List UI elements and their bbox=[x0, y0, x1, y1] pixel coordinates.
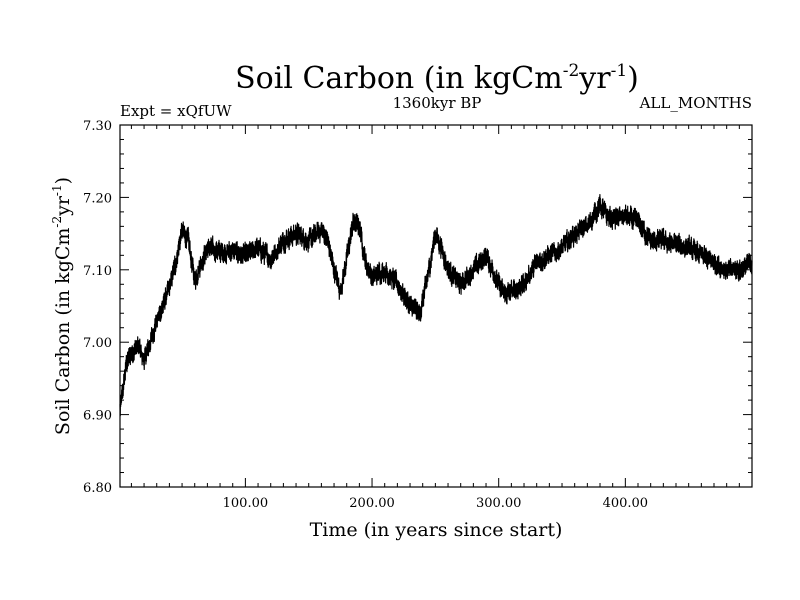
x-tick-label: 200.00 bbox=[349, 496, 395, 511]
y-tick-label: 7.20 bbox=[83, 191, 112, 206]
y-axis-label: Soil Carbon (in kgCm-2yr-1) bbox=[50, 177, 74, 435]
y-tick-label: 6.90 bbox=[83, 409, 112, 424]
series-line-soil-carbon bbox=[119, 193, 753, 417]
y-axis-label-sup2: -1 bbox=[50, 184, 64, 196]
y-axis-label-sup1: -2 bbox=[50, 216, 64, 228]
y-tick-label: 7.30 bbox=[83, 119, 112, 134]
series-layer bbox=[119, 193, 753, 417]
y-axis-label-mid: yr bbox=[52, 195, 74, 217]
y-tick-label: 7.10 bbox=[83, 264, 112, 279]
y-axis-label-end: ) bbox=[52, 177, 74, 184]
experiment-label: Expt = xQfUW bbox=[120, 102, 232, 120]
y-tick-label: 6.80 bbox=[83, 481, 112, 496]
plot-frame bbox=[119, 124, 753, 488]
chart-title-main: Soil Carbon (in kgCm bbox=[235, 61, 563, 96]
y-axis-ticks: 6.80 6.90 7.00 7.10 7.20 7.30 bbox=[83, 119, 752, 496]
y-axis-label-main: Soil Carbon (in kgCm bbox=[52, 228, 74, 435]
chart-title-sup1: -2 bbox=[563, 61, 580, 81]
x-tick-label: 300.00 bbox=[476, 496, 522, 511]
y-tick-label: 7.00 bbox=[83, 336, 112, 351]
chart-title: Soil Carbon (in kgCm-2yr-1) bbox=[235, 61, 639, 96]
x-axis-ticks: 100.00 200.00 300.00 400.00 bbox=[130, 125, 753, 511]
x-tick-label: 400.00 bbox=[603, 496, 649, 511]
chart-title-sup2: -1 bbox=[611, 61, 628, 81]
x-tick-label: 100.00 bbox=[223, 496, 269, 511]
x-axis-label: Time (in years since start) bbox=[310, 519, 563, 541]
chart-title-end: ) bbox=[627, 61, 639, 96]
chart-title-mid: yr bbox=[578, 61, 611, 96]
period-label: 1360kyr BP bbox=[393, 94, 482, 112]
season-label: ALL_MONTHS bbox=[639, 94, 752, 112]
